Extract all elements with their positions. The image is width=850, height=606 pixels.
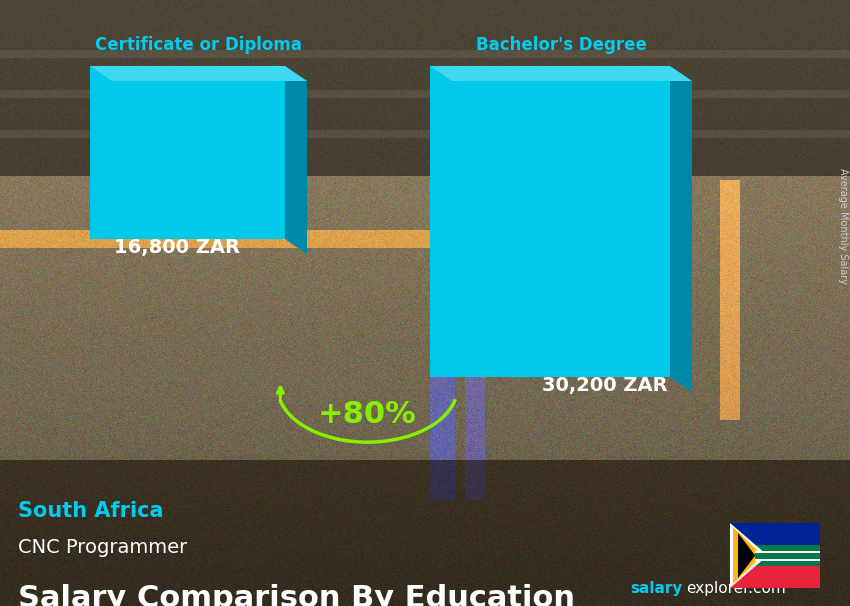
Text: salary: salary <box>630 581 683 596</box>
FancyBboxPatch shape <box>0 0 850 176</box>
Polygon shape <box>733 527 762 584</box>
Bar <box>755 550 820 561</box>
Bar <box>730 523 820 545</box>
Text: Salary Comparison By Education: Salary Comparison By Education <box>18 584 575 606</box>
Text: South Africa: South Africa <box>18 501 163 521</box>
Text: Average Monthly Salary: Average Monthly Salary <box>838 168 848 284</box>
Polygon shape <box>670 66 692 392</box>
Text: explorer.com: explorer.com <box>686 581 785 596</box>
Bar <box>755 553 820 559</box>
Polygon shape <box>90 66 285 239</box>
Polygon shape <box>430 66 670 377</box>
Text: Certificate or Diploma: Certificate or Diploma <box>95 36 302 54</box>
Text: 30,200 ZAR: 30,200 ZAR <box>542 376 668 395</box>
Polygon shape <box>730 523 768 588</box>
Text: +80%: +80% <box>318 400 416 429</box>
Text: Bachelor's Degree: Bachelor's Degree <box>475 36 647 54</box>
Bar <box>730 567 820 588</box>
Polygon shape <box>430 66 692 81</box>
Polygon shape <box>738 533 755 578</box>
Polygon shape <box>285 66 307 254</box>
Text: CNC Programmer: CNC Programmer <box>18 538 187 557</box>
Bar <box>730 545 820 567</box>
Text: 16,800 ZAR: 16,800 ZAR <box>115 238 241 257</box>
Polygon shape <box>90 66 307 81</box>
